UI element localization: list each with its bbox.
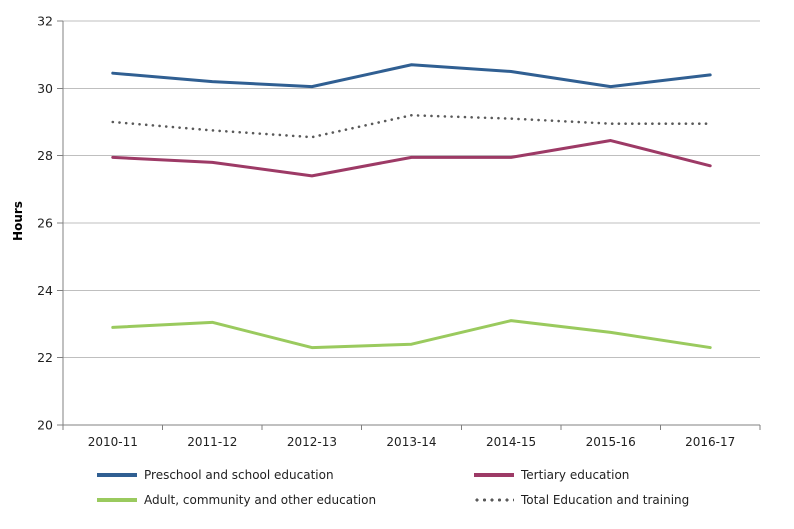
line-chart-plot-area: 20 22 24 26 28 30 32 2010-11 2011-12 2012-13 2013-… bbox=[37, 14, 761, 449]
legend-entry-adult-community: Adult, community and other education bbox=[97, 493, 474, 507]
series-line-1 bbox=[111, 139, 712, 178]
legend-label: Total Education and training bbox=[521, 493, 690, 507]
legend-entry-total: Total Education and training bbox=[474, 493, 689, 507]
y-tick-label: 32 bbox=[37, 14, 53, 29]
x-tick-label: 2015-16 bbox=[586, 435, 636, 449]
x-tick-label: 2013-14 bbox=[386, 435, 436, 449]
legend-swatch-solid-line bbox=[474, 473, 514, 477]
series-line-3 bbox=[111, 113, 712, 139]
x-tick-label: 2012-13 bbox=[287, 435, 337, 449]
y-tick-label: 28 bbox=[37, 148, 53, 163]
x-tick-label: 2016-17 bbox=[685, 435, 735, 449]
legend-label: Adult, community and other education bbox=[144, 493, 377, 507]
x-tick-label: 2011-12 bbox=[187, 435, 237, 449]
chart-legend: Preschool and school education Tertiary … bbox=[97, 468, 689, 507]
x-tick-label: 2014-15 bbox=[486, 435, 536, 449]
legend-entry-tertiary: Tertiary education bbox=[474, 468, 689, 482]
y-tick-label: 30 bbox=[37, 81, 53, 96]
y-tick-label: 24 bbox=[37, 283, 53, 298]
legend-swatch-dotted-line bbox=[474, 498, 514, 502]
series-line-2 bbox=[111, 319, 712, 350]
y-axis-title: Hours bbox=[11, 201, 25, 241]
legend-label: Preschool and school education bbox=[144, 468, 334, 482]
series-line-0 bbox=[111, 63, 712, 89]
y-tick-label: 20 bbox=[37, 418, 53, 433]
y-tick-label: 26 bbox=[37, 216, 53, 231]
legend-swatch-solid-line bbox=[97, 473, 137, 477]
y-tick-label: 22 bbox=[37, 350, 53, 365]
legend-swatch-solid-line bbox=[97, 498, 137, 502]
legend-entry-preschool: Preschool and school education bbox=[97, 468, 474, 482]
x-tick-label: 2010-11 bbox=[88, 435, 138, 449]
legend-label: Tertiary education bbox=[521, 468, 630, 482]
